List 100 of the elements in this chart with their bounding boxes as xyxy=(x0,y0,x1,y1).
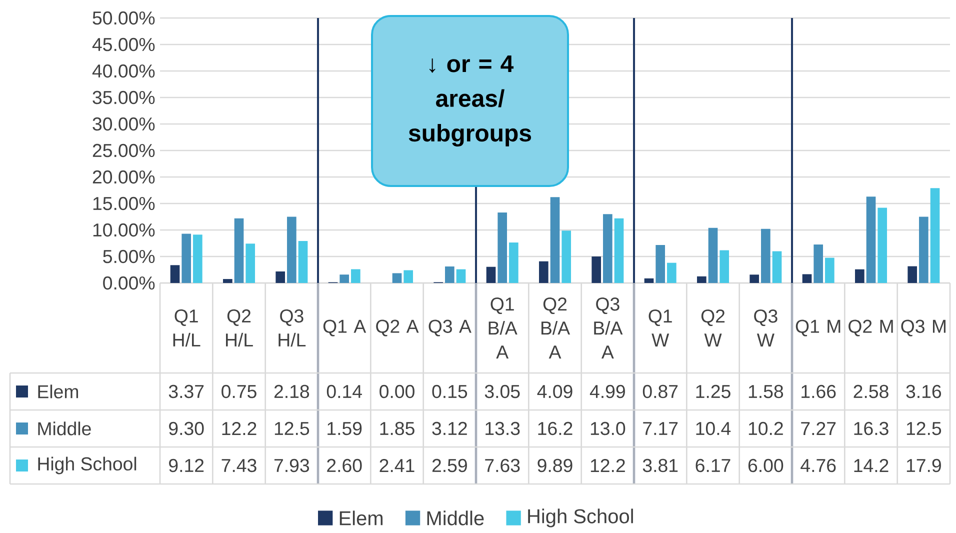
bar xyxy=(445,266,454,283)
data-label: 0.15 xyxy=(432,384,468,398)
bar xyxy=(246,244,255,283)
data-label: 6.00 xyxy=(748,458,784,472)
bar xyxy=(603,214,612,283)
y-tick-label: 35.00% xyxy=(92,90,155,104)
y-tick-label: 0.00% xyxy=(103,276,155,290)
data-label: 4.99 xyxy=(590,384,625,398)
data-label: 17.9 xyxy=(906,458,941,472)
data-label: 14.2 xyxy=(854,458,888,472)
bar xyxy=(193,234,202,283)
data-label: 2.18 xyxy=(274,384,310,398)
bar xyxy=(592,256,602,283)
x-tick-label: Q1 A xyxy=(323,320,366,336)
bar xyxy=(392,273,402,283)
data-label: 4.09 xyxy=(537,384,572,398)
data-label: 1.25 xyxy=(696,384,730,398)
annotation: ↓ or = 4 areas/ subgroups xyxy=(408,56,532,146)
data-label: 10.4 xyxy=(696,422,731,436)
data-label: 6.17 xyxy=(696,458,730,472)
bar xyxy=(720,250,730,283)
data-label: 1.58 xyxy=(748,384,784,398)
bar xyxy=(802,274,812,283)
bar xyxy=(708,228,718,283)
data-label: 7.43 xyxy=(222,458,256,472)
x-tick-label: Q1 M xyxy=(796,320,840,336)
data-label: 2.58 xyxy=(854,384,888,398)
x-tick-label: Q1 B/A A xyxy=(488,297,518,359)
bar xyxy=(878,208,888,283)
bar xyxy=(486,266,496,283)
bar xyxy=(170,265,180,283)
data-label: 12.5 xyxy=(274,422,310,436)
y-tick-label: 20.00% xyxy=(92,170,155,184)
x-tick-label: Q3 B/A A xyxy=(594,297,623,359)
bar xyxy=(772,251,782,283)
bar xyxy=(656,244,666,283)
y-tick-label: 5.00% xyxy=(103,250,155,264)
data-label: 7.17 xyxy=(643,422,678,435)
x-tick-label: Q3 M xyxy=(901,320,946,336)
data-label: 3.16 xyxy=(906,384,942,398)
data-label: 9.30 xyxy=(169,422,204,436)
bar xyxy=(667,262,676,283)
data-label: 3.81 xyxy=(642,458,678,472)
data-label: 1.85 xyxy=(380,422,414,436)
data-label: 1.66 xyxy=(802,384,836,398)
y-tick-label: 45.00% xyxy=(92,38,155,52)
data-label: 12.2 xyxy=(590,458,625,472)
text: Middle xyxy=(427,510,484,526)
bar xyxy=(644,278,654,283)
data-label: 7.93 xyxy=(274,458,310,472)
data-label: 2.60 xyxy=(327,458,362,472)
text: High School xyxy=(528,508,633,528)
bar xyxy=(404,270,414,283)
bar xyxy=(340,274,350,283)
bar xyxy=(509,242,518,283)
bar xyxy=(750,274,760,283)
legend-label: Elem xyxy=(38,384,78,398)
text: Elem xyxy=(340,510,382,526)
data-label: 3.37 xyxy=(168,384,204,398)
legend-label: High School xyxy=(38,456,136,474)
bar xyxy=(498,212,508,283)
data-label: 16.2 xyxy=(538,422,572,436)
x-tick-label: Q3 W xyxy=(754,309,778,347)
bar xyxy=(182,234,192,283)
data-label: 10.2 xyxy=(748,422,783,436)
x-tick-label: Q2 W xyxy=(701,309,725,347)
bar xyxy=(287,216,296,283)
y-tick-label: 30.00% xyxy=(92,117,155,131)
bar xyxy=(855,269,864,283)
x-tick-label: Q2 A xyxy=(376,320,419,336)
bar xyxy=(223,279,232,283)
bar xyxy=(562,230,572,283)
data-label: 7.63 xyxy=(485,458,520,472)
bar xyxy=(814,244,824,283)
bar xyxy=(919,216,928,283)
data-label: 3.12 xyxy=(432,422,467,436)
x-tick-label: Q1 W xyxy=(648,309,672,347)
y-tick-label: 15.00% xyxy=(93,196,155,210)
data-label: 1.59 xyxy=(328,422,362,436)
bar xyxy=(761,228,770,283)
data-label: 13.3 xyxy=(486,422,520,436)
data-label: 2.41 xyxy=(380,458,414,472)
x-tick-label: Q1 H/L xyxy=(173,309,200,347)
data-label: 12.5 xyxy=(906,422,942,436)
x-tick-label: Q3 H/L xyxy=(278,309,306,347)
data-label: 13.0 xyxy=(590,422,626,436)
data-label: 0.14 xyxy=(326,384,362,398)
data-label: 2.59 xyxy=(432,458,467,472)
bar xyxy=(930,188,940,283)
data-label: 9.12 xyxy=(169,458,204,472)
legend-label: Middle xyxy=(38,422,91,436)
bar xyxy=(614,218,624,283)
data-label: 12.2 xyxy=(222,422,256,436)
bar xyxy=(539,261,548,283)
bar xyxy=(825,258,834,283)
bar xyxy=(456,269,466,283)
bar xyxy=(234,218,244,283)
data-label: 16.3 xyxy=(854,422,888,436)
y-tick-label: 10.00% xyxy=(93,223,155,237)
data-label: 3.05 xyxy=(484,384,520,398)
